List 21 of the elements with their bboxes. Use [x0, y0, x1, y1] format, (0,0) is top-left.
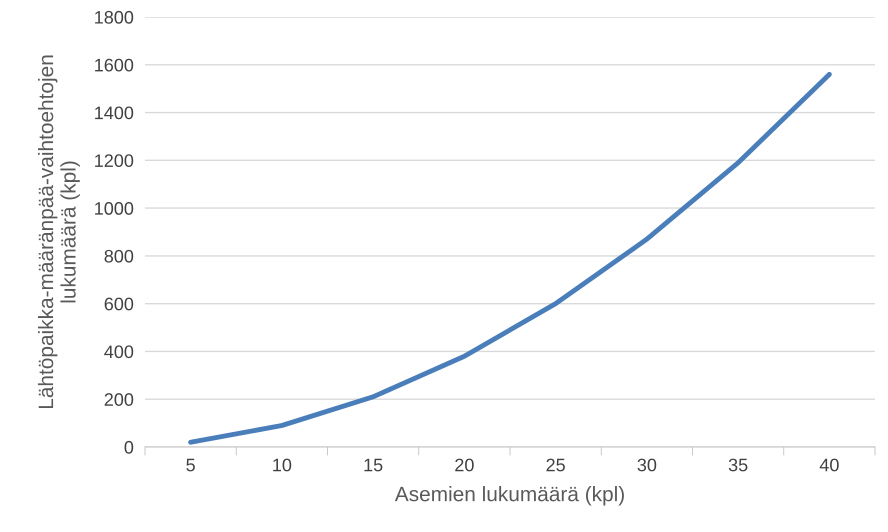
x-tick-label: 20 [455, 458, 474, 472]
x-tick-label: 40 [820, 458, 839, 472]
x-axis-title: Asemien lukumäärä (kpl) [394, 486, 624, 506]
y-tick-label: 600 [104, 298, 134, 310]
y-tick-label: 1600 [95, 58, 134, 72]
y-axis-title: Lähtöpaikka-määränpää-vaihtoehtojen lukumäärä (kpl) [38, 56, 80, 408]
y-tick-label: 400 [104, 345, 134, 358]
x-tick-label: 30 [638, 458, 656, 472]
x-tick-label: 5 [186, 458, 195, 472]
y-tick-label: 200 [104, 393, 134, 406]
y-tick-label: 1400 [95, 106, 134, 120]
x-tick-label: 10 [273, 458, 292, 472]
y-tick-label: 1200 [95, 154, 134, 168]
x-tick-label: 35 [728, 458, 748, 472]
y-tick-label: 800 [104, 250, 134, 263]
y-tick-label: 1800 [95, 10, 134, 24]
x-tick-label: 15 [364, 458, 382, 472]
line-series [188, 72, 832, 445]
y-tick-label: 1000 [95, 202, 134, 215]
y-tick-label: 0 [124, 440, 134, 454]
x-tick-label: 25 [546, 458, 565, 472]
